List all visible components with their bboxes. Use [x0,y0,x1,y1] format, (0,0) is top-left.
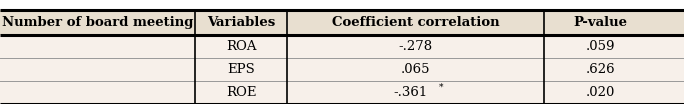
Text: .059: .059 [586,40,615,53]
Text: *: * [439,82,444,91]
Text: .020: .020 [586,86,615,99]
Bar [0,10,684,35]
Bar [0,58,684,81]
Text: Variables: Variables [207,16,275,29]
Bar [0,81,684,104]
Text: ROE: ROE [226,86,256,99]
Text: ROA: ROA [226,40,256,53]
Text: Number of board meeting: Number of board meeting [2,16,193,29]
Text: .626: .626 [586,63,615,76]
Text: -.361: -.361 [393,86,428,99]
Text: .065: .065 [401,63,430,76]
Text: -.278: -.278 [399,40,432,53]
Text: EPS: EPS [227,63,255,76]
Text: Coefficient correlation: Coefficient correlation [332,16,499,29]
Text: P-value: P-value [573,16,627,29]
Bar [0,35,684,58]
